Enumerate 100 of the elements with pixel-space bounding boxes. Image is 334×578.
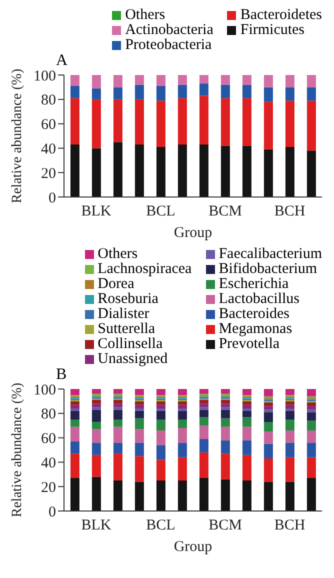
bar [113,75,122,88]
bar [70,86,80,98]
y-tick-label: 60 [41,117,56,134]
bar [70,401,80,405]
legend-label: Faecalibacterium [218,246,322,262]
bar [220,426,230,440]
bar [92,429,101,443]
bar [199,75,208,84]
bar [92,476,101,511]
bar [92,148,101,197]
bar [134,442,144,456]
bar [70,441,80,454]
bar [306,75,316,88]
bar [156,75,166,86]
bar [264,412,273,422]
bar [199,452,208,478]
legend-label: Proteobacteria [125,37,212,53]
bar [199,84,208,96]
bar [156,100,166,147]
x-axis-title: Group [174,539,212,555]
y-tick-label: 60 [41,431,56,448]
bar [134,410,144,418]
bar [264,87,273,102]
bar [134,401,144,405]
bar [242,98,252,146]
bar [264,149,273,197]
legend-label: Unassigned [98,351,168,367]
bar [264,482,273,511]
bar [134,389,144,396]
bar [199,417,208,426]
legend-label: Collinsella [98,336,163,352]
bar [156,460,166,480]
y-tick-label: 20 [41,480,56,496]
bar [70,454,80,478]
bar [70,404,80,409]
legend-label: Firmicutes [240,22,305,38]
bar [178,420,187,428]
bar [242,84,252,98]
bar [156,480,166,511]
bar [199,404,208,408]
bar [178,98,187,145]
bar [156,401,166,405]
bar [285,410,294,420]
x-tick-label: BCH [274,518,306,534]
bar [92,75,101,88]
bar [92,454,101,477]
y-axis-title: Relative abundance (%) [10,382,25,518]
bar [306,100,316,151]
bar [306,402,316,406]
bar [242,426,252,440]
bar [113,410,122,420]
bar [242,75,252,85]
y-tick-label: 80 [41,406,56,423]
bar [306,410,316,412]
bar [199,144,208,197]
bar [134,75,144,85]
bar [264,410,273,412]
bar [199,478,208,511]
y-tick-label: 40 [41,456,56,472]
bar [242,389,252,396]
bar [220,418,230,427]
bar [220,146,230,197]
y-tick-label: 100 [34,68,56,84]
y-tick-label: 40 [41,142,56,158]
bar [285,87,294,101]
bar [113,87,122,100]
bar [220,84,230,98]
bar [70,420,80,427]
bar [285,457,294,482]
bar [92,99,101,148]
legend-label: Bifidobacterium [218,261,318,277]
bar [156,146,166,197]
x-tick-label: BCL [146,204,176,220]
bar [242,417,252,427]
bar [306,420,316,430]
bar [306,389,316,396]
bar [285,100,294,147]
legend-label: Dialister [98,306,150,322]
bar [178,144,187,197]
bar [199,410,208,418]
bar [264,458,273,482]
bar [264,402,273,406]
bar [92,400,101,404]
bar [285,75,294,88]
bar [242,404,252,409]
bar [220,404,230,408]
bar [134,99,144,145]
legend-label: Bacteroidetes [240,7,322,23]
bar [70,478,80,511]
bar [156,86,166,101]
bar [306,430,316,443]
bar [178,457,187,480]
bar [199,389,208,394]
bar [178,389,187,396]
bar [92,442,101,455]
x-tick-label: BCL [146,518,176,534]
bar [113,400,122,404]
bar [134,482,144,511]
chart-title: B [56,366,68,383]
bar [220,389,230,394]
